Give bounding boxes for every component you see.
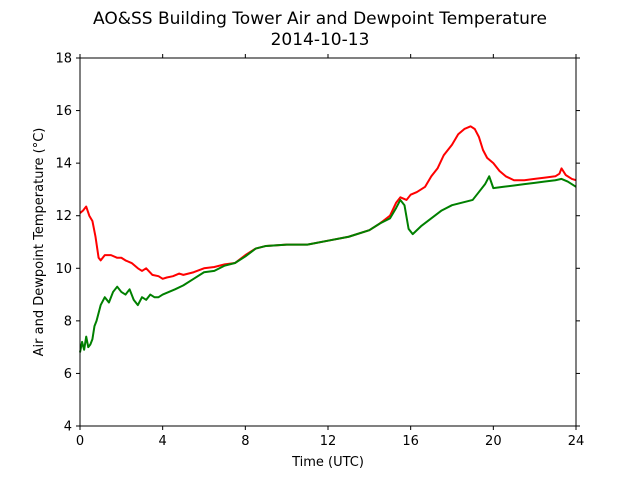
y-tick-label: 4 [64, 420, 72, 435]
y-tick-label: 10 [55, 262, 72, 277]
x-tick-label: 0 [76, 434, 84, 449]
x-tick-label: 24 [568, 434, 585, 449]
series-layer [79, 125, 577, 353]
y-tick-label: 16 [55, 104, 72, 119]
y-tick-label: 18 [55, 52, 72, 67]
x-tick-label: 12 [320, 434, 337, 449]
x-tick-label: 20 [485, 434, 502, 449]
x-tick-label: 16 [402, 434, 419, 449]
y-axis-label: Air and Dewpoint Temperature (°C) [32, 128, 47, 357]
x-tick-label: 8 [241, 434, 249, 449]
y-tick-label: 8 [64, 314, 72, 329]
chart-subtitle: 2014-10-13 [271, 30, 370, 50]
y-tick-label: 14 [55, 157, 72, 172]
plot-frame [79, 57, 577, 427]
x-tick-label: 4 [159, 434, 167, 449]
y-tick-label: 6 [64, 367, 72, 382]
chart-title: AO&SS Building Tower Air and Dewpoint Te… [93, 9, 547, 29]
series-line-1 [79, 175, 577, 353]
y-tick-label: 12 [55, 209, 72, 224]
x-axis-label: Time (UTC) [291, 455, 364, 470]
series-line-0 [79, 125, 577, 280]
